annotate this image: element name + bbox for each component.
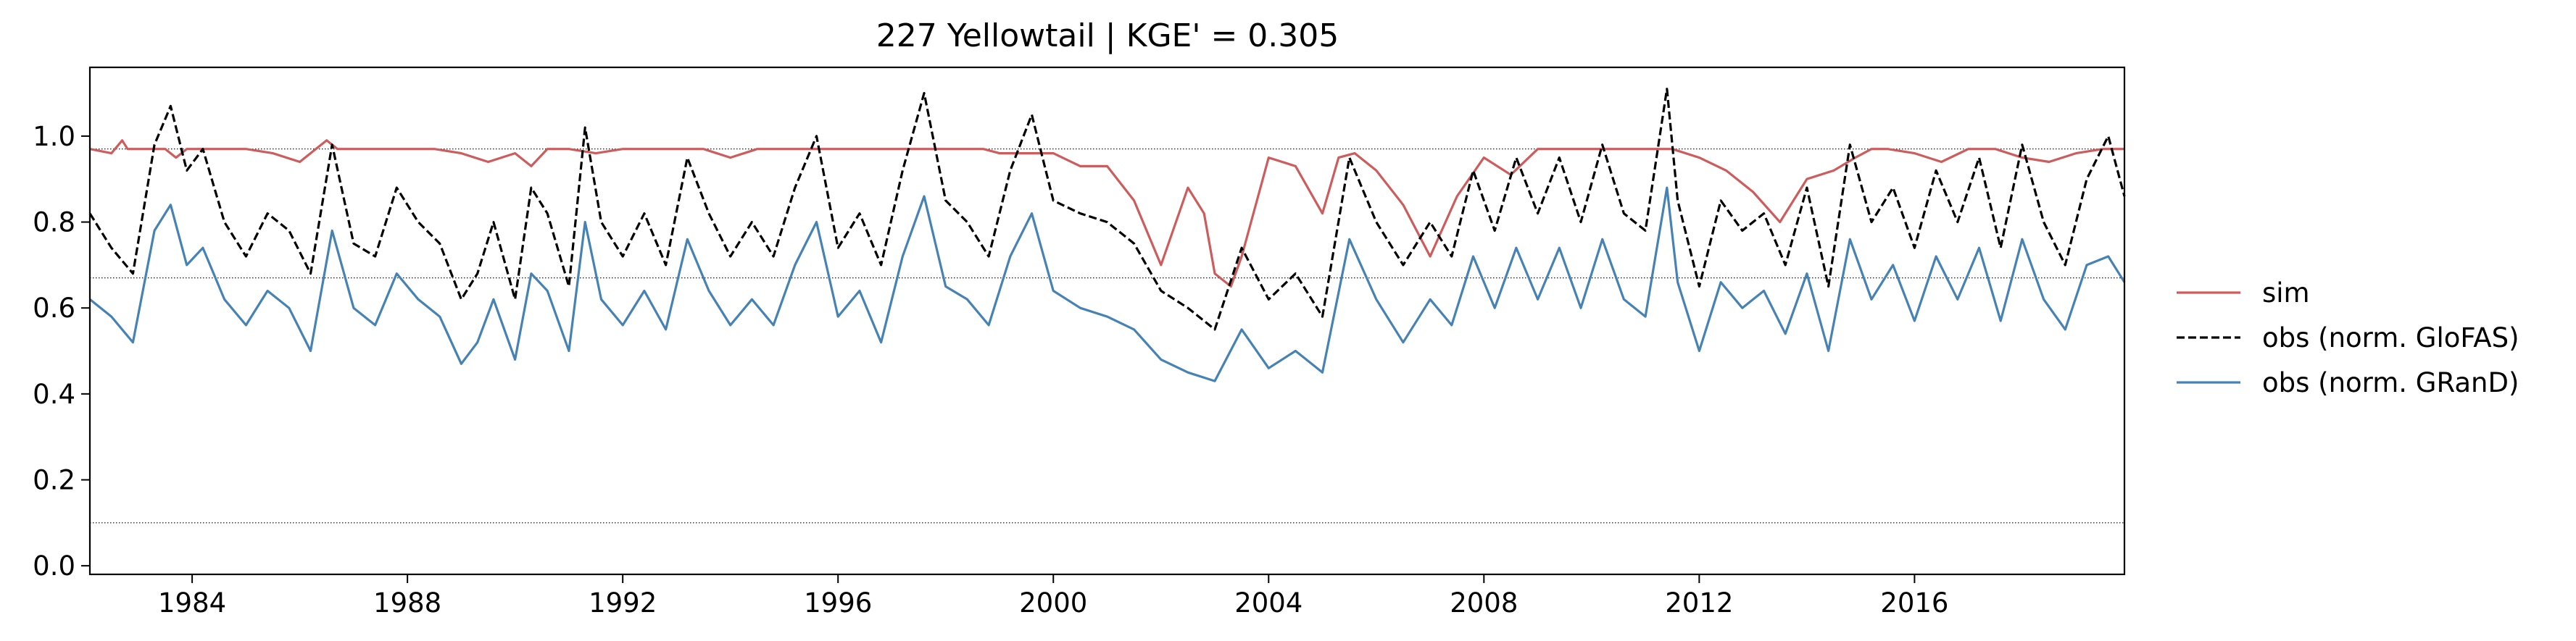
y-tick-label: 0.8 bbox=[33, 207, 75, 238]
chart-title: 227 Yellowtail | KGE' = 0.305 bbox=[876, 17, 1339, 54]
y-tick-label: 0.4 bbox=[33, 379, 75, 410]
y-tick-label: 0.6 bbox=[33, 293, 75, 324]
y-axis: 0.0 0.2 0.4 0.6 0.8 1.0 bbox=[33, 121, 90, 582]
x-tick-label: 2012 bbox=[1665, 587, 1733, 619]
legend-label-0: sim bbox=[2262, 277, 2310, 309]
plot-area bbox=[88, 88, 2126, 524]
legend-label-1: obs (norm. GloFAS) bbox=[2262, 322, 2519, 353]
x-tick-label: 2004 bbox=[1234, 587, 1302, 619]
y-tick-label: 1.0 bbox=[33, 121, 75, 152]
x-tick-label: 1984 bbox=[158, 587, 226, 619]
x-tick-label: 2008 bbox=[1450, 587, 1518, 619]
x-tick-label: 1996 bbox=[804, 587, 872, 619]
series-line-2 bbox=[88, 186, 2126, 382]
x-tick-label: 2000 bbox=[1019, 587, 1087, 619]
x-tick-label: 1988 bbox=[373, 587, 441, 619]
x-tick-label: 1992 bbox=[589, 587, 657, 619]
plot-frame bbox=[88, 66, 2126, 576]
legend-label-2: obs (norm. GRanD) bbox=[2262, 367, 2519, 398]
y-tick-label: 0.2 bbox=[33, 464, 75, 495]
y-tick-label: 0.0 bbox=[33, 550, 75, 582]
x-axis: 1984 1988 1992 1996 2000 2004 2008 2012 2016 bbox=[158, 574, 1948, 619]
legend: sim obs (norm. GloFAS) obs (norm. GRanD) bbox=[2177, 277, 2519, 398]
series-line-0 bbox=[89, 139, 2124, 288]
series-line-1 bbox=[88, 88, 2126, 331]
x-tick-label: 2016 bbox=[1880, 587, 1948, 619]
